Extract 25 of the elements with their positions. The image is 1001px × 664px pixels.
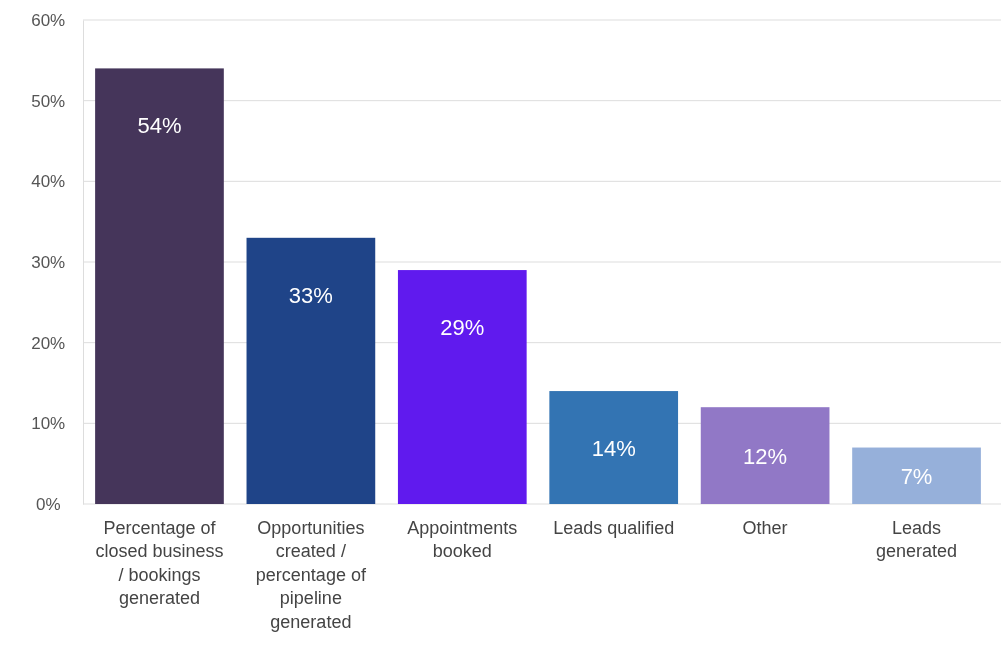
y-tick-label: 0% (35, 494, 61, 514)
bar (95, 68, 224, 504)
x-tick-label: Leads generated (876, 518, 958, 562)
y-tick-label: 20% (31, 333, 66, 353)
y-tick-label: 10% (31, 414, 66, 434)
data-label: 14% (591, 435, 636, 461)
bar (246, 237, 376, 504)
x-tick-label: Leads qualified (553, 518, 675, 538)
y-tick-label: 50% (31, 91, 66, 111)
data-label: 12% (743, 443, 788, 469)
bar (549, 391, 679, 504)
x-tick-label: Other (742, 518, 788, 538)
data-label: 54% (137, 113, 182, 139)
x-tick-label: Percentage of closed business / bookings generated (95, 518, 224, 609)
bar (397, 270, 527, 504)
data-label: 7% (900, 463, 933, 489)
y-tick-label: 30% (31, 252, 66, 272)
data-label: 29% (440, 315, 485, 341)
x-tick-label: Appointments booked (407, 518, 518, 562)
x-tick-label: Opportunities created / percentage of pipeline generated (255, 518, 367, 632)
bar (700, 407, 830, 504)
data-label: 33% (288, 282, 333, 308)
bar (852, 447, 981, 504)
y-tick-label: 40% (31, 172, 66, 192)
y-tick-label: 60% (31, 10, 66, 30)
